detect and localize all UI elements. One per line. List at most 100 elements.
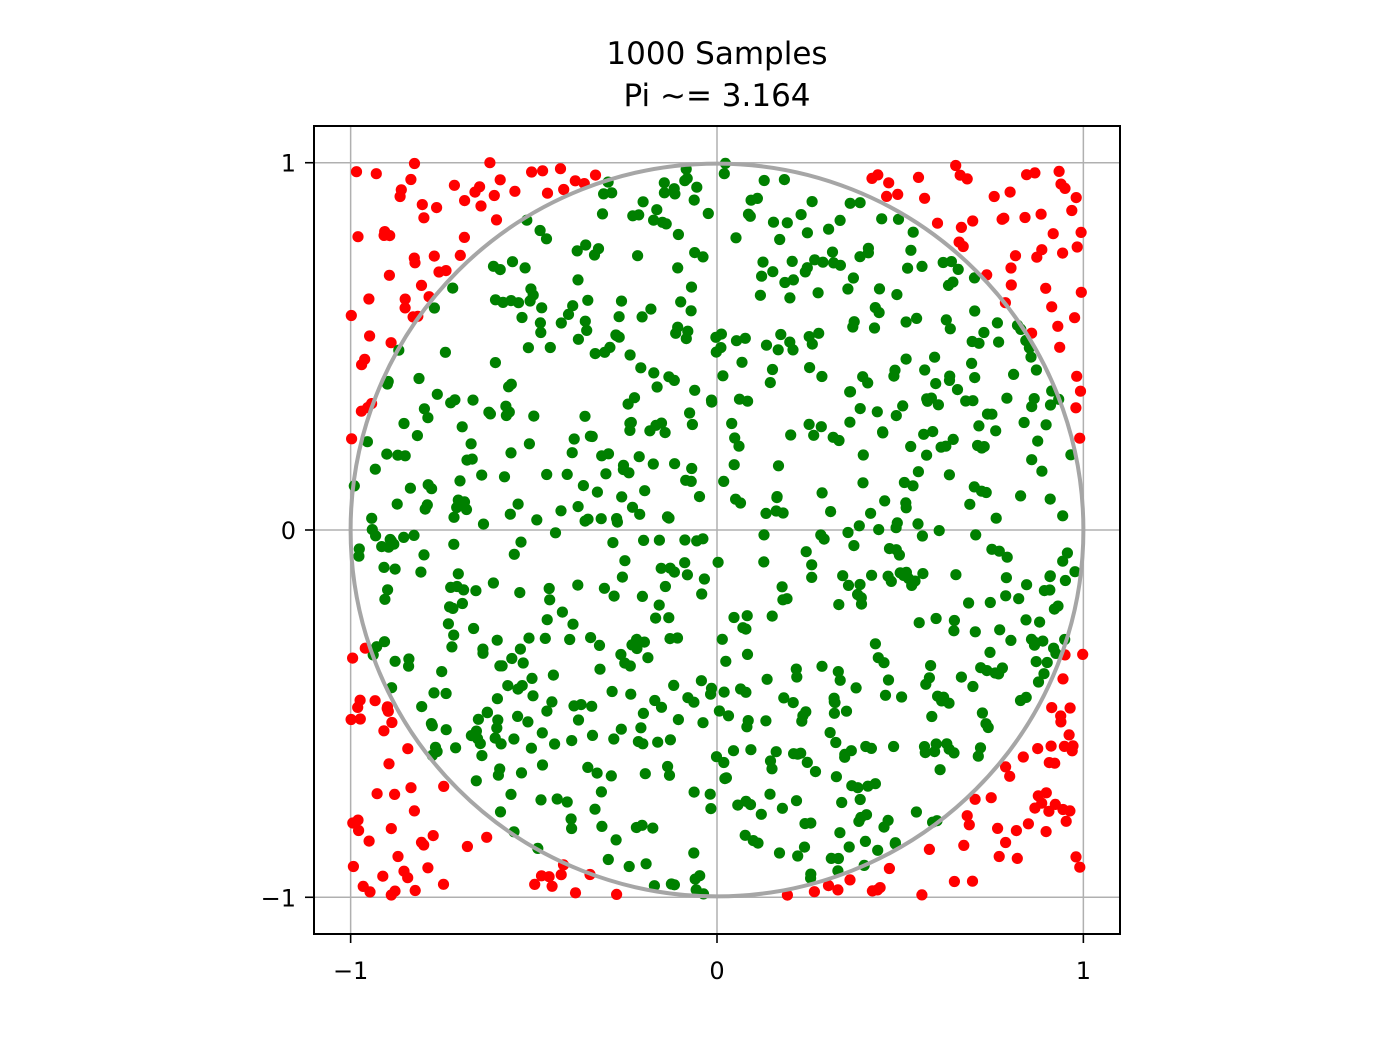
sample-point-inside: [902, 262, 914, 274]
sample-point-inside: [948, 625, 960, 637]
sample-point-inside: [536, 302, 548, 314]
sample-point-outside: [1032, 743, 1044, 755]
sample-point-inside: [647, 822, 659, 834]
sample-point-inside: [607, 537, 619, 549]
sample-point-inside: [896, 691, 908, 703]
sample-point-inside: [494, 264, 506, 276]
sample-point-outside: [1066, 204, 1078, 217]
sample-point-inside: [781, 593, 793, 605]
sample-point-inside: [758, 174, 770, 187]
sample-point-outside: [359, 353, 371, 365]
sample-point-inside: [602, 853, 614, 866]
sample-point-outside: [346, 433, 358, 445]
sample-point-inside: [669, 188, 681, 200]
sample-point-outside: [822, 880, 835, 892]
sample-point-inside: [1026, 401, 1038, 413]
sample-point-inside: [535, 326, 547, 339]
sample-point-inside: [943, 469, 956, 481]
sample-point-inside: [503, 381, 515, 393]
sample-point-inside: [575, 699, 587, 711]
sample-point-inside: [428, 687, 440, 699]
sample-point-outside: [415, 279, 428, 291]
sample-point-outside: [494, 174, 506, 186]
sample-point-outside: [963, 819, 975, 831]
sample-point-outside: [866, 172, 878, 184]
sample-point-outside: [950, 159, 962, 172]
sample-point-inside: [634, 508, 646, 520]
sample-point-inside: [796, 715, 808, 727]
sample-point-inside: [659, 580, 672, 593]
sample-point-outside: [392, 850, 404, 863]
sample-point-inside: [1038, 668, 1050, 680]
sample-point-inside: [755, 808, 767, 820]
sample-point-inside: [990, 512, 1002, 524]
sample-point-inside: [737, 622, 749, 634]
sample-point-outside: [919, 192, 931, 204]
sample-point-inside: [913, 617, 925, 629]
sample-point-inside: [889, 837, 902, 849]
sample-point-inside: [806, 559, 818, 571]
sample-point-inside: [853, 815, 865, 828]
sample-point-inside: [691, 535, 703, 547]
sample-point-inside: [658, 187, 671, 199]
sample-point-inside: [826, 246, 839, 258]
sample-point-inside: [853, 520, 865, 532]
sample-point-inside: [1032, 435, 1044, 447]
sample-point-inside: [477, 647, 489, 659]
sample-point-outside: [1067, 740, 1079, 752]
sample-point-inside: [948, 614, 961, 627]
sample-point-inside: [734, 497, 747, 509]
sample-point-inside: [825, 506, 837, 518]
sample-point-outside: [1045, 740, 1057, 752]
sample-point-outside: [1011, 852, 1023, 865]
sample-point-inside: [428, 302, 440, 314]
sample-point-inside: [892, 213, 905, 225]
sample-point-outside: [1075, 286, 1087, 298]
sample-point-outside: [345, 309, 357, 322]
sample-point-inside: [966, 335, 978, 348]
sample-point-inside: [655, 701, 668, 713]
sample-point-inside: [873, 283, 886, 295]
sample-point-inside: [672, 714, 685, 726]
sample-point-inside: [859, 835, 872, 848]
sample-point-inside: [809, 766, 822, 778]
sample-point-inside: [506, 652, 518, 665]
sample-point-inside: [1057, 555, 1069, 567]
sample-point-inside: [910, 806, 923, 818]
sample-point-inside: [515, 767, 528, 779]
sample-point-inside: [920, 678, 932, 690]
sample-point-inside: [717, 370, 729, 382]
sample-point-inside: [543, 582, 555, 595]
sample-point-inside: [842, 579, 855, 592]
sample-point-inside: [787, 697, 799, 709]
sample-point-outside: [469, 186, 481, 198]
sample-point-inside: [966, 357, 978, 369]
sample-point-inside: [850, 682, 862, 694]
sample-point-inside: [664, 633, 676, 645]
sample-point-inside: [514, 643, 527, 655]
sample-point-inside: [415, 566, 427, 578]
sample-point-inside: [828, 707, 841, 719]
sample-point-outside: [1005, 262, 1017, 274]
sample-point-inside: [937, 256, 949, 269]
sample-point-inside: [772, 344, 784, 356]
sample-point-inside: [582, 513, 594, 525]
sample-point-inside: [945, 256, 958, 268]
sample-point-inside: [541, 705, 553, 717]
sample-point-inside: [1037, 635, 1049, 647]
sample-point-inside: [659, 427, 671, 439]
sample-point-inside: [767, 266, 779, 278]
sample-point-outside: [399, 302, 411, 314]
x-tick-label: 0: [709, 957, 724, 985]
sample-point-inside: [926, 710, 938, 723]
sample-point-inside: [694, 870, 706, 882]
sample-point-inside: [452, 494, 464, 506]
sample-point-outside: [1017, 751, 1029, 763]
sample-point-inside: [764, 755, 777, 767]
sample-point-outside: [422, 862, 434, 874]
sample-point-inside: [648, 880, 661, 892]
sample-point-inside: [947, 433, 959, 445]
sample-point-inside: [1044, 571, 1056, 583]
sample-point-inside: [481, 706, 493, 718]
sample-point-inside: [353, 543, 365, 555]
